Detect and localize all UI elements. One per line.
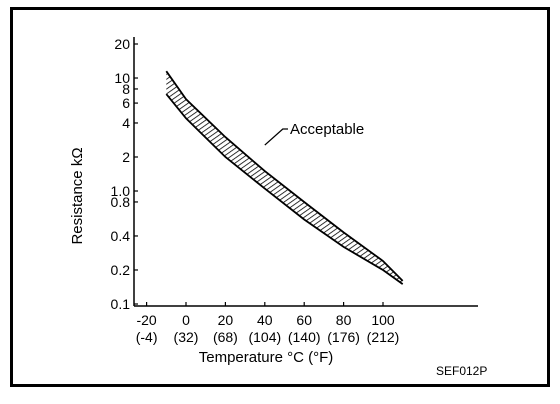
y-tick-label: 6 [122, 95, 130, 111]
y-tick-label: 2 [122, 149, 130, 165]
y-tick-label: 0.2 [111, 262, 131, 278]
x-tick-label-fahrenheit: (212) [367, 329, 400, 345]
x-tick-label-celsius: 40 [257, 312, 273, 328]
y-tick-label: 0.8 [111, 194, 131, 210]
x-tick-label-fahrenheit: (-4) [136, 329, 158, 345]
y-tick-label: 4 [122, 115, 130, 131]
y-tick-label: 10 [114, 70, 130, 86]
band-lower-line [165, 93, 404, 285]
band-upper-line [165, 70, 404, 282]
x-tick-label-celsius: 100 [371, 312, 395, 328]
x-axis-label: Temperature °C (°F) [199, 349, 334, 366]
figure-code: SEF012P [436, 364, 487, 378]
x-tick-label-celsius: 0 [182, 312, 190, 328]
x-tick-label-celsius: 60 [296, 312, 312, 328]
x-tick-label-fahrenheit: (176) [327, 329, 360, 345]
y-tick-label: 0.1 [111, 296, 131, 312]
y-axis-label: Resistance kΩ [69, 147, 86, 244]
annotation-acceptable: Acceptable [290, 121, 364, 138]
x-tick-label-celsius: 20 [218, 312, 234, 328]
y-tick-label: 20 [114, 36, 130, 52]
y-tick-label: 1.0 [111, 183, 131, 199]
annotation-leader-line [264, 128, 288, 146]
y-tick-label: 8 [122, 81, 130, 97]
x-tick-label-fahrenheit: (104) [248, 329, 281, 345]
x-tick-label-fahrenheit: (68) [213, 329, 238, 345]
x-tick-label-celsius: -20 [136, 312, 156, 328]
x-tick-label-fahrenheit: (140) [288, 329, 321, 345]
x-tick-label-fahrenheit: (32) [174, 329, 199, 345]
x-tick-label-celsius: 80 [336, 312, 352, 328]
y-tick-label: 0.4 [111, 228, 131, 244]
acceptable-band-fill [166, 71, 403, 285]
